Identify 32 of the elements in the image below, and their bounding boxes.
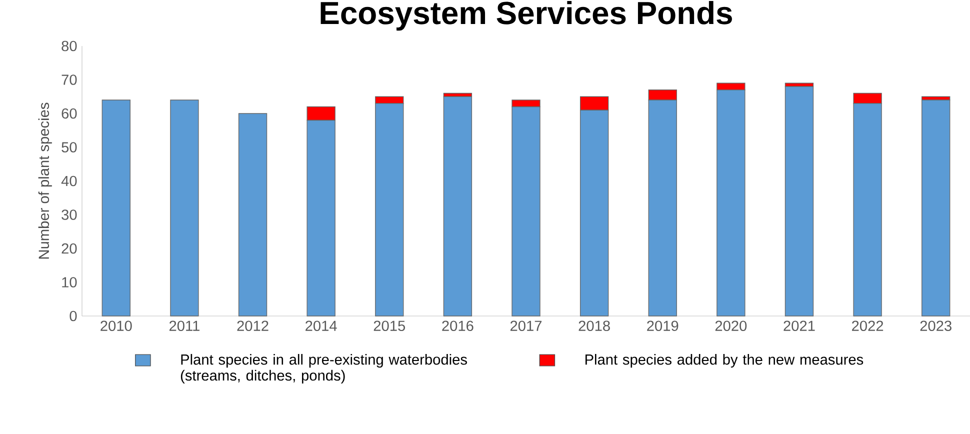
x-tick-label: 2017 (510, 320, 542, 332)
x-tick-label: 2014 (306, 320, 337, 332)
y-tick-label: 60 (62, 108, 77, 119)
x-tick-label: 2023 (920, 320, 952, 332)
legend-label: Plant species added by the new measures (585, 354, 864, 368)
x-tick-label: 2011 (169, 320, 200, 332)
x-tick-label: 2021 (784, 320, 815, 332)
y-tick-label: 50 (62, 142, 77, 152)
y-tick-label: 80 (62, 40, 77, 52)
x-tick-label: 2012 (237, 320, 268, 332)
bar (238, 113, 268, 316)
y-tick-label: 0 (70, 310, 77, 322)
bar (102, 100, 130, 316)
x-tick-label: 2018 (578, 320, 610, 332)
y-tick-label: 70 (62, 74, 77, 85)
x-tick-label: 2022 (852, 320, 884, 332)
bar (922, 100, 950, 316)
y-tick-label: 40 (61, 176, 77, 186)
legend-label: Plant species in all pre-existing waterbodies (streams, ditches, ponds) (180, 354, 467, 384)
chart-title: Ecosystem Services Ponds (320, 0, 732, 31)
y-tick-label: 10 (62, 277, 77, 288)
y-tick-label: 30 (62, 210, 77, 220)
bar (784, 86, 814, 316)
x-tick-label: 2020 (715, 320, 747, 332)
bar (443, 96, 472, 316)
x-tick-label: 2016 (442, 320, 474, 332)
x-tick-label: 2015 (374, 320, 406, 332)
x-tick-label: 2010 (100, 320, 132, 332)
bar (170, 100, 199, 316)
x-tick-label: 2019 (647, 320, 678, 332)
y-axis-title: Number of plant species (38, 102, 52, 259)
y-tick-label: 20 (62, 243, 77, 254)
